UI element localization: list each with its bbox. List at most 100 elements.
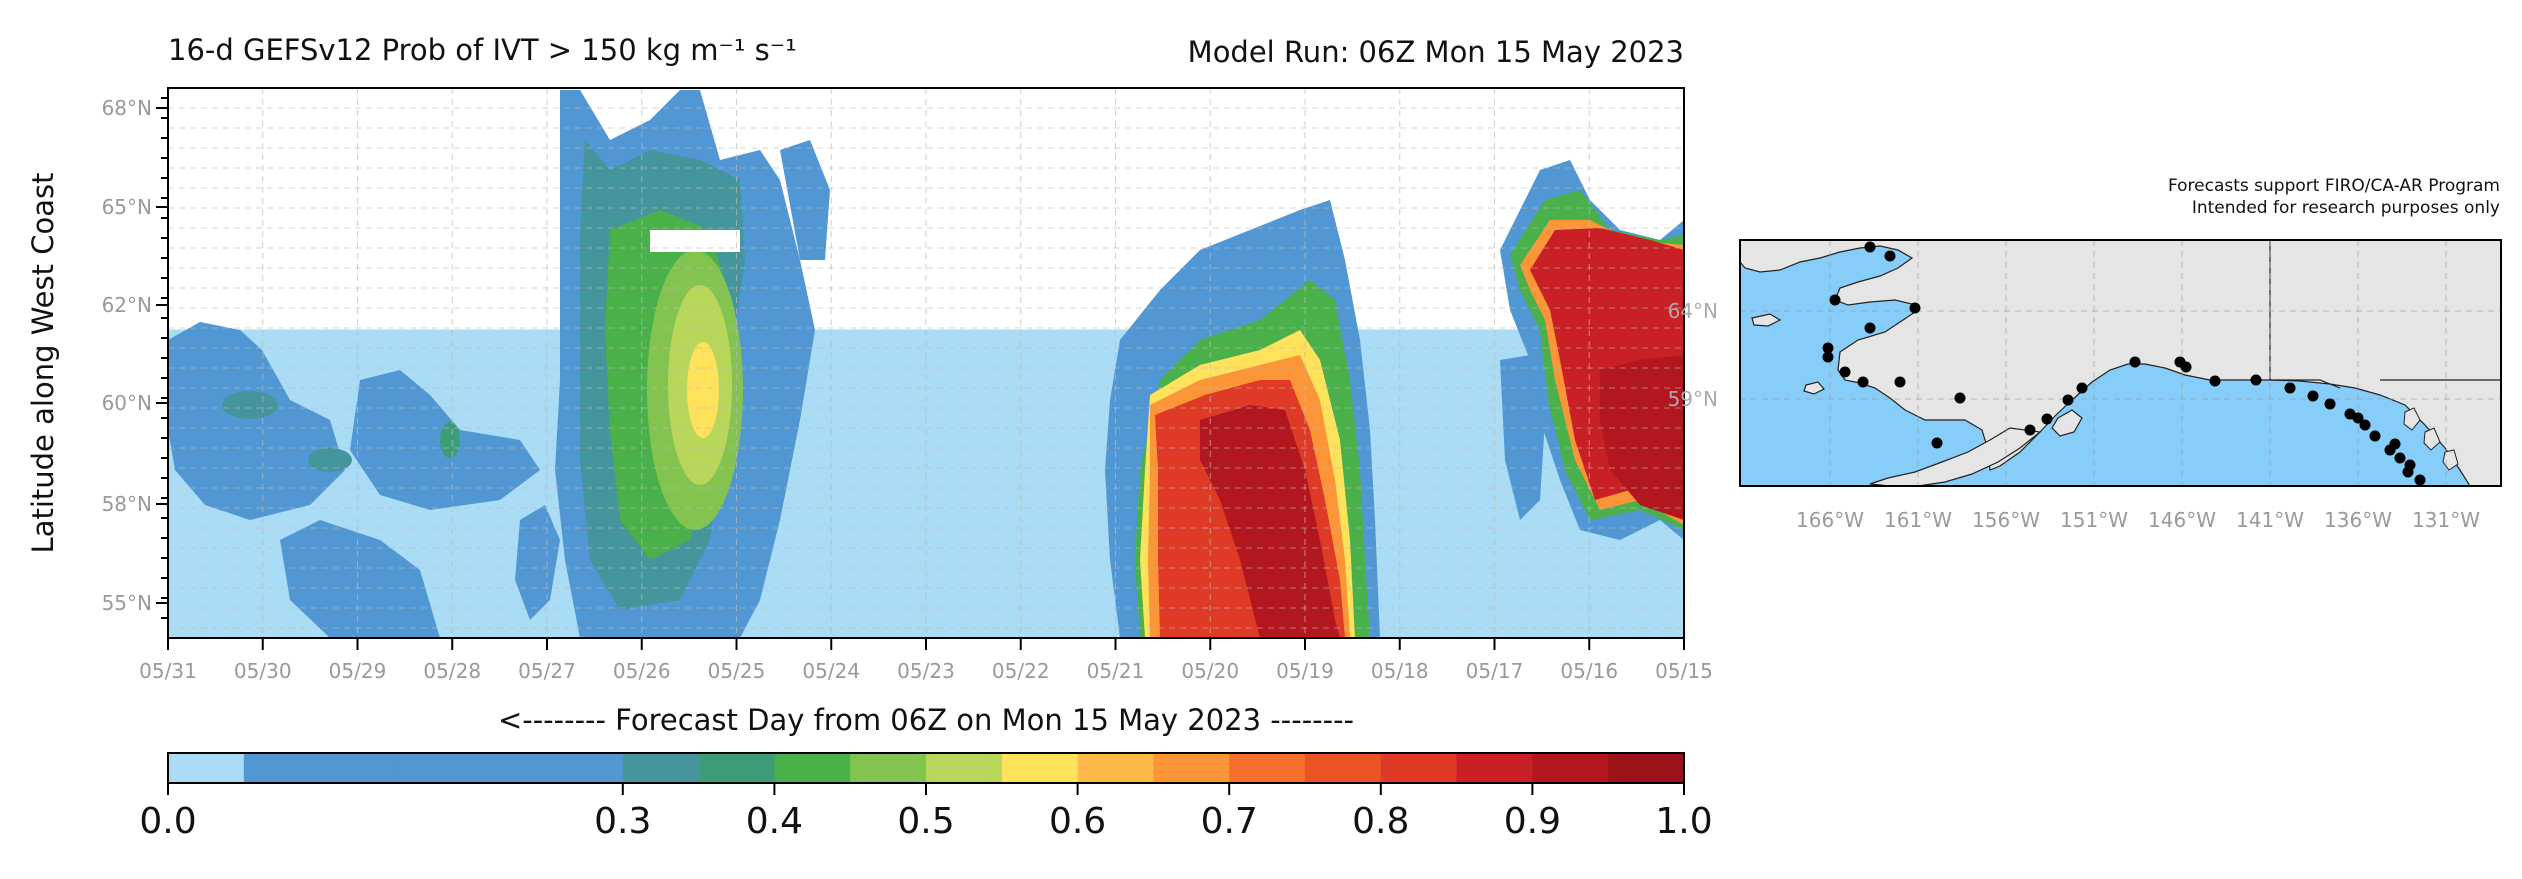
plot-area <box>168 88 1684 638</box>
colorbar-swatch <box>926 753 1003 783</box>
contour-teal-late-2 <box>308 448 352 472</box>
station-marker <box>1884 250 1896 262</box>
x-axis: 05/31 05/30 05/29 05/28 05/27 05/26 05/25 05/24… <box>139 638 1713 683</box>
x-tick-label: 05/25 <box>708 659 766 683</box>
x-tick-label: 05/26 <box>613 659 671 683</box>
station-marker <box>2414 474 2426 486</box>
colorbar-swatch <box>1456 753 1533 783</box>
contour-green-late <box>440 422 460 458</box>
x-tick-label: 05/21 <box>1087 659 1145 683</box>
colorbar-swatch <box>319 753 396 783</box>
contour-darkred-may16 <box>1600 355 1684 520</box>
map-x-tick-label: 131°W <box>2412 508 2480 532</box>
station-marker <box>1822 342 1834 354</box>
colorbar-swatch <box>1077 753 1154 783</box>
colorbar-swatch <box>168 753 245 783</box>
contour-blue-late-1 <box>168 322 345 520</box>
station-marker <box>2129 356 2141 368</box>
y-axis-label: Latitude along West Coast <box>26 173 60 554</box>
x-tick-label: 05/17 <box>1466 659 1524 683</box>
colorbar-swatch <box>471 753 548 783</box>
colorbar-swatch <box>1229 753 1306 783</box>
station-marker <box>1909 302 1921 314</box>
station-marker <box>1894 376 1906 388</box>
station-marker <box>1954 392 1966 404</box>
station-marker <box>2062 394 2074 406</box>
station-marker <box>2076 382 2088 394</box>
alaska-landmass <box>1740 240 2501 486</box>
colorbar-swatch <box>1153 753 1230 783</box>
research-disclaimer: Intended for research purposes only <box>2192 198 2500 218</box>
map-y-tick-label: 64°N <box>1668 299 1718 323</box>
station-marker <box>1864 322 1876 334</box>
y-tick-label: 60°N <box>102 391 152 415</box>
station-marker <box>2369 430 2381 442</box>
station-marker <box>2024 424 2036 436</box>
colorbar-swatch <box>1305 753 1382 783</box>
contour-gap-may25 <box>650 230 740 252</box>
colorbar-swatches <box>168 753 1685 783</box>
y-tick-label: 65°N <box>102 195 152 219</box>
map-x-tick-label: 161°W <box>1884 508 1952 532</box>
colorbar-swatch <box>698 753 775 783</box>
x-tick-label: 05/29 <box>329 659 387 683</box>
colorbar-tick-label: 0.4 <box>746 801 803 842</box>
colorbar-tick-label: 0.8 <box>1352 801 1409 842</box>
station-marker <box>2389 438 2401 450</box>
y-tick-label: 55°N <box>102 591 152 615</box>
contour-yellow-may25 <box>687 342 719 438</box>
station-marker <box>2394 452 2406 464</box>
map-x-tick-label: 136°W <box>2324 508 2392 532</box>
x-tick-label: 05/27 <box>518 659 576 683</box>
map-x-tick-label: 141°W <box>2236 508 2304 532</box>
st-lawrence-island <box>1751 313 1782 327</box>
x-tick-label: 05/20 <box>1181 659 1239 683</box>
station-marker <box>1931 437 1943 449</box>
map-y-tick-label: 59°N <box>1668 387 1718 411</box>
station-marker <box>2250 374 2262 386</box>
map-x-tick-label: 146°W <box>2148 508 2216 532</box>
inset-map: Forecasts support FIRO/CA-AR Program Int… <box>1668 176 2502 532</box>
station-marker <box>2307 390 2319 402</box>
y-tick-label: 62°N <box>102 293 152 317</box>
map-y-axis: 64°N 59°N <box>1668 299 1718 411</box>
map-x-tick-label: 156°W <box>1972 508 2040 532</box>
program-annotation: Forecasts support FIRO/CA-AR Program <box>2168 176 2500 196</box>
station-marker <box>2359 419 2371 431</box>
colorbar-tick-label: 0.0 <box>139 801 196 842</box>
nunivak-island <box>1803 381 1825 395</box>
station-marker <box>2041 413 2053 425</box>
station-marker <box>2402 466 2414 478</box>
station-marker <box>2284 382 2296 394</box>
contour-fills <box>168 90 1684 638</box>
station-marker <box>1839 366 1851 378</box>
contour-blue-late-4 <box>515 505 560 620</box>
x-tick-label: 05/16 <box>1560 659 1618 683</box>
colorbar-tick-label: 0.9 <box>1504 801 1561 842</box>
x-tick-label: 05/18 <box>1371 659 1429 683</box>
x-tick-label: 05/22 <box>992 659 1050 683</box>
colorbar-swatch <box>1380 753 1458 783</box>
colorbar-swatch <box>622 753 700 783</box>
x-tick-label: 05/15 <box>1655 659 1713 683</box>
x-tick-label: 05/24 <box>802 659 860 683</box>
colorbar-swatch <box>1532 753 1609 783</box>
map-x-axis: 166°W 161°W 156°W 151°W 146°W 141°W 136°W 131°W <box>1796 508 2480 532</box>
colorbar-swatch <box>774 753 851 783</box>
colorbar-swatch <box>547 753 624 783</box>
colorbar-swatch <box>1001 753 1079 783</box>
kodiak-island <box>2051 409 2083 437</box>
colorbar-swatch <box>850 753 927 783</box>
colorbar-tick-label: 0.7 <box>1201 801 1258 842</box>
contour-teal-late-1 <box>222 391 278 419</box>
station-marker <box>1822 351 1834 363</box>
station-marker <box>2180 361 2192 373</box>
x-tick-label: 05/31 <box>139 659 197 683</box>
colorbar-swatch <box>395 753 472 783</box>
contour-blue-left-may16 <box>1500 355 1545 520</box>
map-x-tick-label: 166°W <box>1796 508 1864 532</box>
colorbar-ticks: 0.0 0.3 0.4 0.5 0.6 0.7 0.8 0.9 1.0 <box>139 783 1713 842</box>
y-tick-label: 58°N <box>102 492 152 516</box>
y-axis: 55°N 58°N 60°N 62°N 65°N 68°N <box>102 96 168 615</box>
